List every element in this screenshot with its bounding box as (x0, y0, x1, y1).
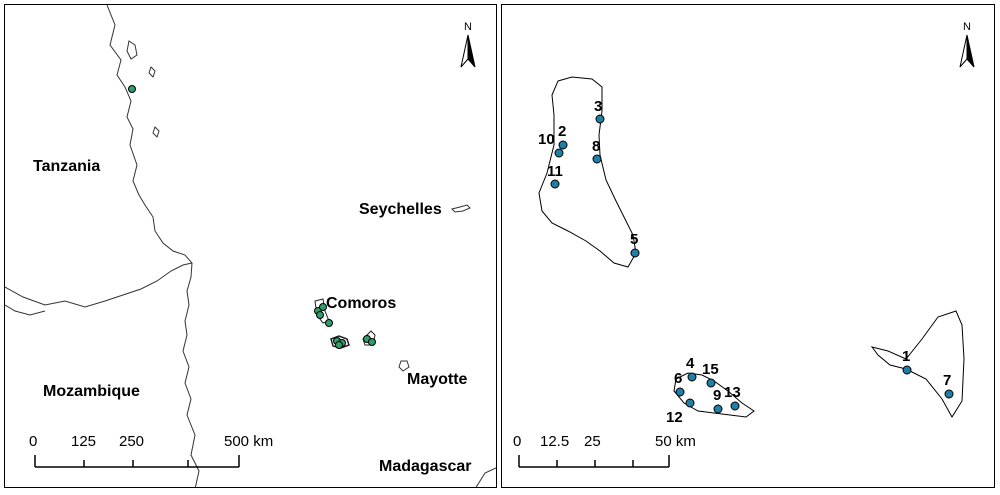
overview-markers (128, 85, 376, 349)
site-label-3: 3 (594, 98, 602, 115)
site-label-9: 9 (713, 387, 721, 404)
scale-tick-0: 0 (513, 433, 521, 450)
label-mayotte: Mayotte (407, 371, 468, 388)
site-marker-6[interactable] (675, 387, 685, 397)
site-label-1: 1 (902, 348, 910, 365)
site-marker-1[interactable] (902, 365, 912, 375)
site-marker-15[interactable] (706, 378, 716, 388)
site-marker-5[interactable] (630, 248, 640, 258)
scale-tick-25: 25 (584, 433, 601, 450)
grande-comore-outline (538, 76, 637, 268)
seychelles-island (451, 204, 471, 213)
site-marker-11[interactable] (550, 179, 560, 189)
marker-anjouan-2[interactable] (368, 338, 376, 346)
site-label-2: 2 (558, 123, 566, 140)
site-marker-4[interactable] (687, 372, 697, 382)
site-label-11: 11 (547, 163, 563, 180)
north-label: N (464, 21, 472, 33)
north-arrow-icon: N (959, 21, 975, 68)
site-marker-13[interactable] (730, 401, 740, 411)
overview-scale-bar (34, 455, 240, 468)
site-label-12: 12 (666, 409, 683, 426)
site-marker-9[interactable] (713, 404, 723, 414)
detail-scale-bar (518, 455, 670, 468)
detail-markers (550, 114, 954, 414)
marker-comoros-4[interactable] (325, 319, 333, 327)
site-label-10: 10 (538, 131, 555, 148)
site-label-15: 15 (702, 361, 719, 378)
site-label-5: 5 (630, 231, 638, 248)
marker-comoros-3[interactable] (316, 311, 324, 319)
pemba-island (148, 66, 156, 78)
east-africa-coastline (106, 5, 200, 487)
site-marker-10[interactable] (554, 148, 564, 158)
mafia-island (152, 126, 160, 138)
site-marker-8[interactable] (592, 154, 602, 164)
detail-map-svg: 1 2 3 4 5 6 7 8 9 10 11 12 13 15 N 0 12.… (513, 21, 975, 468)
tanzania-mozambique-border (5, 262, 193, 308)
site-marker-3[interactable] (595, 114, 605, 124)
scale-tick-50: 50 km (655, 433, 696, 450)
site-marker-7[interactable] (944, 389, 954, 399)
anjouan-outline (870, 310, 965, 418)
site-label-13: 13 (724, 384, 741, 401)
zanzibar-island (126, 40, 138, 60)
scale-tick-125: 125 (71, 433, 96, 450)
mayotte-island (398, 360, 410, 372)
north-label: N (963, 21, 971, 33)
scale-tick-250: 250 (119, 433, 144, 450)
detail-map-panel: 1 2 3 4 5 6 7 8 9 10 11 12 13 15 N 0 12.… (501, 4, 995, 488)
label-mozambique: Mozambique (43, 383, 140, 400)
site-marker-2[interactable] (558, 140, 568, 150)
label-madagascar: Madagascar (379, 458, 472, 475)
label-seychelles: Seychelles (359, 201, 442, 218)
north-arrow-icon: N (460, 21, 476, 68)
site-label-6: 6 (674, 370, 682, 387)
site-marker-12[interactable] (685, 398, 695, 408)
marker-comoros-2[interactable] (319, 303, 327, 311)
label-comoros: Comoros (326, 295, 396, 312)
site-label-7: 7 (943, 372, 951, 389)
site-label-8: 8 (592, 138, 600, 155)
inland-border (5, 304, 46, 316)
madagascar-outline (475, 467, 496, 487)
scale-tick-12-5: 12.5 (540, 433, 569, 450)
label-tanzania: Tanzania (33, 158, 100, 175)
moheli-island (330, 335, 350, 349)
overview-map-panel: Tanzania Mozambique Madagascar Seychelle… (4, 4, 497, 488)
marker-tanzania-site[interactable] (128, 85, 136, 93)
scale-tick-0: 0 (29, 433, 37, 450)
overview-map-svg: Tanzania Mozambique Madagascar Seychelle… (5, 5, 496, 487)
marker-moheli-3[interactable] (335, 341, 343, 349)
scale-tick-500: 500 km (224, 433, 273, 450)
site-label-4: 4 (686, 355, 695, 372)
